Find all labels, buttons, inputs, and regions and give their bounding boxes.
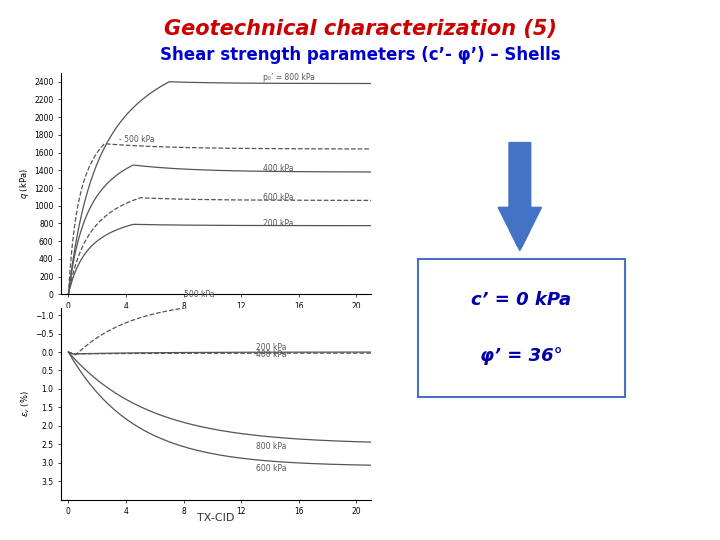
Text: TX-CID: TX-CID [197,512,235,523]
Polygon shape [498,143,541,251]
Text: 200 kPa: 200 kPa [263,219,293,228]
Text: - 500 kPa: - 500 kPa [119,135,154,144]
Text: 800 kPa: 800 kPa [256,442,286,450]
Text: 400 kPa: 400 kPa [256,350,286,359]
Text: 600 kPa: 600 kPa [263,193,293,202]
Text: c’ = 0 kPa: c’ = 0 kPa [472,291,572,309]
Text: Geotechnical characterization (5): Geotechnical characterization (5) [163,19,557,39]
Text: 500 kPa: 500 kPa [184,291,214,299]
FancyBboxPatch shape [418,259,625,397]
Text: φ’ = 36°: φ’ = 36° [480,347,563,366]
Y-axis label: $q$ (kPa): $q$ (kPa) [19,168,32,199]
Text: p₀’ = 800 kPa: p₀’ = 800 kPa [263,73,315,82]
Y-axis label: $\varepsilon_v$ (%): $\varepsilon_v$ (%) [19,390,32,417]
X-axis label: $\varepsilon_a$ (%): $\varepsilon_a$ (%) [202,312,230,325]
Text: 600 kPa: 600 kPa [256,464,286,472]
Text: Shear strength parameters (c’- φ’) – Shells: Shear strength parameters (c’- φ’) – She… [160,46,560,64]
Text: 200 kPa: 200 kPa [256,343,286,352]
Text: 400 kPa: 400 kPa [263,164,293,173]
